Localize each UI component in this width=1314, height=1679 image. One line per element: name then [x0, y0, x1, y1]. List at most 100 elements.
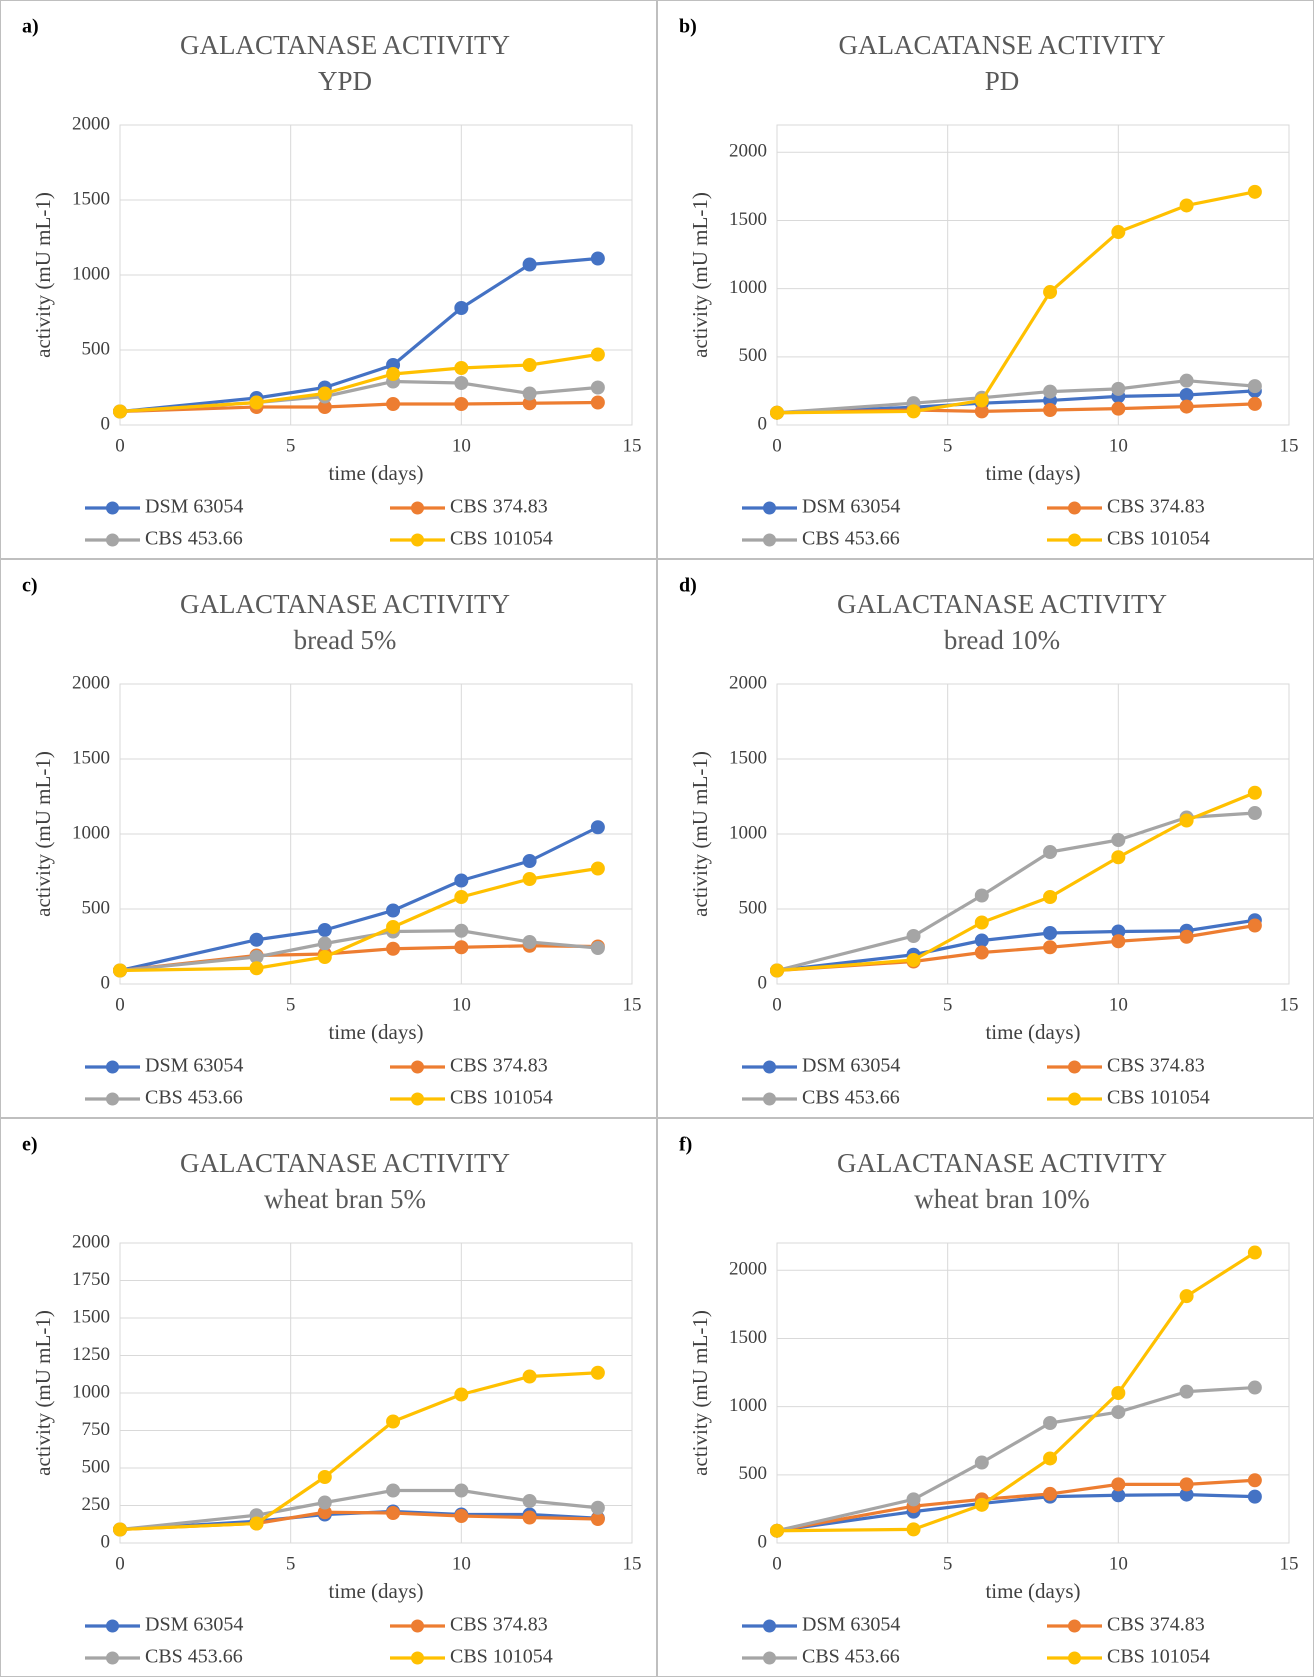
legend-label: CBS 453.66 — [145, 1646, 243, 1668]
data-point — [317, 1470, 332, 1484]
panel: b) GALACATANSE ACTIVITY PD 0 500 1000 1500 2000… — [657, 0, 1314, 559]
legend-entry: DSM 63054 — [742, 1055, 900, 1077]
legend-label: CBS 101054 — [1107, 528, 1210, 550]
legend-label: DSM 63054 — [802, 496, 900, 518]
legend-marker — [763, 1060, 776, 1074]
panel: f) GALACTANASE ACTIVITY wheat bran 10% 0 500… — [657, 1118, 1314, 1677]
chart-title: GALACTANASE ACTIVITY — [837, 589, 1167, 619]
legend-marker — [1068, 501, 1081, 515]
data-point — [1179, 1477, 1194, 1492]
x-tick-label: 0 — [115, 435, 125, 456]
y-tick-label: 1500 — [72, 188, 110, 209]
data-point — [522, 386, 537, 401]
panel-label: b) — [679, 16, 697, 38]
y-tick-label: 1500 — [729, 209, 767, 230]
legend-entry: CBS 101054 — [390, 1646, 553, 1668]
legend-label: CBS 101054 — [450, 1087, 553, 1109]
data-point — [974, 945, 989, 960]
legend-entry: CBS 101054 — [1047, 1646, 1210, 1668]
y-tick-label: 2000 — [729, 141, 767, 162]
panel-border — [0, 1118, 657, 1677]
legend-label: CBS 101054 — [1107, 1646, 1210, 1668]
legend-marker — [411, 501, 424, 515]
y-tick-label: 0 — [758, 1531, 768, 1552]
legend-label: DSM 63054 — [802, 1055, 900, 1077]
data-point — [1179, 388, 1194, 402]
y-axis-title: activity (mU mL-1) — [31, 192, 55, 358]
panel-border — [0, 559, 657, 1118]
y-tick-label: 500 — [739, 1463, 768, 1484]
data-point — [1111, 225, 1126, 240]
x-tick-label: 15 — [623, 994, 642, 1015]
data-point — [454, 923, 469, 938]
data-point — [1043, 384, 1058, 399]
data-point — [522, 872, 537, 886]
data-point — [1179, 813, 1194, 828]
y-tick-label: 750 — [82, 1419, 111, 1440]
y-tick-label: 2000 — [72, 1231, 110, 1252]
data-point — [386, 1414, 401, 1429]
y-tick-label: 1500 — [72, 1306, 110, 1327]
series-line — [776, 1385, 1255, 1533]
data-point — [454, 1387, 469, 1402]
data-point — [249, 1516, 264, 1531]
chart-title: GALACTANASE ACTIVITY — [180, 589, 510, 619]
legend-marker — [763, 1619, 776, 1633]
data-point — [522, 1494, 537, 1508]
data-point — [590, 1365, 605, 1380]
legend-entry: DSM 63054 — [742, 1614, 900, 1636]
data-point — [454, 890, 469, 904]
legend-label: CBS 374.83 — [1107, 496, 1205, 518]
y-tick-label: 1500 — [729, 1327, 767, 1348]
y-tick-label: 500 — [739, 897, 768, 918]
data-point — [1111, 833, 1126, 847]
x-tick-label: 0 — [772, 435, 782, 456]
x-tick-label: 10 — [1109, 435, 1128, 456]
legend-entry: CBS 374.83 — [390, 496, 548, 518]
chart-subtitle: PD — [985, 66, 1020, 96]
data-point — [1247, 1473, 1262, 1488]
x-tick-label: 15 — [1280, 435, 1299, 456]
panel: c) GALACTANASE ACTIVITY bread 5% 0 500 1000 15… — [0, 559, 657, 1118]
x-tick-label: 0 — [115, 994, 125, 1015]
data-point — [974, 1497, 989, 1512]
legend-marker — [763, 501, 776, 515]
legend-entry: CBS 453.66 — [85, 1087, 243, 1109]
data-point — [386, 1483, 401, 1498]
y-tick-label: 0 — [758, 972, 768, 993]
legend-entry: CBS 101054 — [1047, 1087, 1210, 1109]
data-point — [590, 347, 605, 362]
legend-label: CBS 374.83 — [450, 1055, 548, 1077]
legend-label: CBS 101054 — [450, 1646, 553, 1668]
data-point — [1111, 1386, 1126, 1400]
data-point — [1043, 926, 1058, 940]
data-point — [317, 1495, 332, 1510]
legend-label: DSM 63054 — [145, 1055, 243, 1077]
legend-entry: DSM 63054 — [85, 1055, 243, 1077]
chart-subtitle: YPD — [318, 66, 372, 96]
legend-marker — [106, 1651, 119, 1665]
chart-subtitle: bread 5% — [294, 625, 397, 655]
data-point — [1111, 850, 1126, 865]
legend-label: DSM 63054 — [145, 1614, 243, 1636]
data-point — [317, 936, 332, 951]
y-tick-label: 1000 — [729, 822, 767, 843]
x-tick-label: 0 — [115, 1553, 125, 1574]
y-tick-label: 1000 — [72, 822, 110, 843]
data-point — [113, 1522, 127, 1537]
data-point — [386, 903, 401, 918]
data-point — [974, 1455, 989, 1470]
x-axis-title: time (days) — [328, 461, 423, 485]
data-point — [1179, 1289, 1194, 1304]
data-point — [1247, 806, 1262, 820]
y-tick-label: 2000 — [729, 672, 767, 693]
x-axis-title: time (days) — [985, 461, 1080, 485]
plot-area — [776, 124, 1290, 426]
data-point — [1111, 1405, 1126, 1420]
y-tick-label: 0 — [101, 1531, 111, 1552]
y-tick-label: 2000 — [72, 672, 110, 693]
x-tick-label: 10 — [1109, 1553, 1128, 1574]
panel: e) GALACTANASE ACTIVITY wheat bran 5% 0 250 5… — [0, 1118, 657, 1677]
data-point — [974, 888, 989, 903]
